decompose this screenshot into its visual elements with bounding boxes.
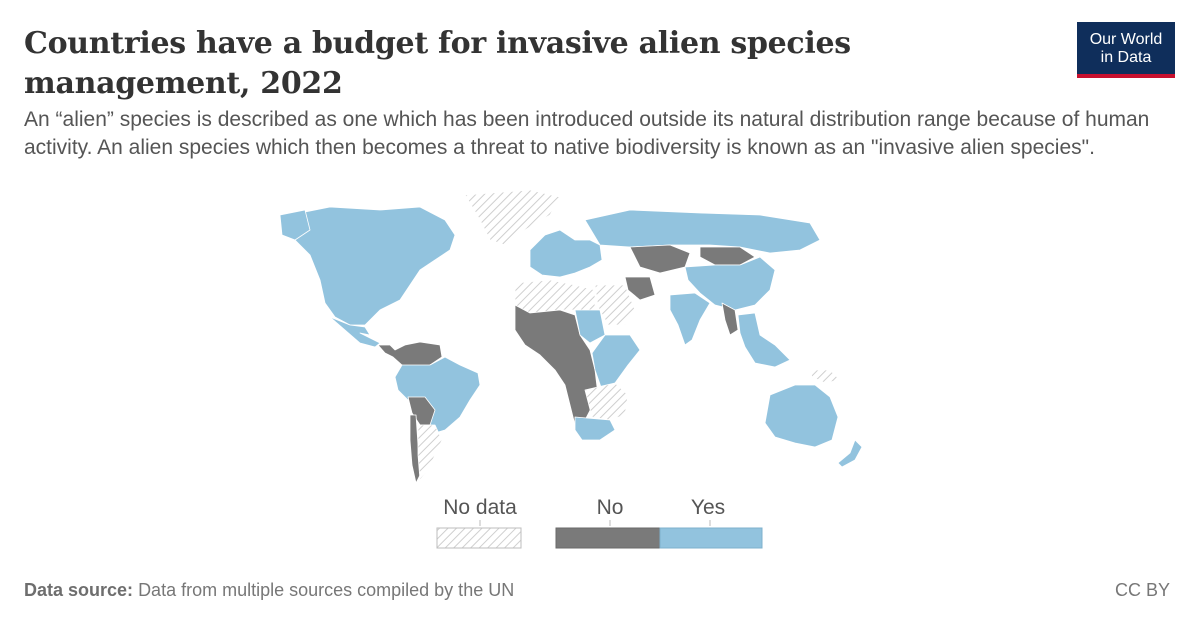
region-china[interactable] — [684, 256, 776, 311]
region-alaska[interactable] — [279, 209, 311, 241]
region-greenland[interactable] — [464, 189, 561, 246]
chart-title: Countries have a budget for invasive ali… — [24, 26, 851, 101]
legend-swatch-no-data[interactable] — [436, 527, 522, 549]
region-southeast-asia[interactable] — [737, 312, 791, 368]
map-legend: No data No Yes — [0, 490, 1200, 560]
region-central-america[interactable] — [377, 341, 443, 371]
region-north-america[interactable] — [284, 206, 456, 326]
legend-swatch-no[interactable] — [555, 527, 661, 549]
world-map-svg — [279, 189, 863, 484]
logo-line-1: Our World — [1089, 31, 1163, 48]
region-iran[interactable] — [624, 276, 656, 301]
region-mexico[interactable] — [329, 316, 381, 348]
region-southern-africa[interactable] — [584, 382, 629, 421]
region-saudi-arabia[interactable] — [594, 284, 636, 326]
data-source-text[interactable]: Data from multiple sources compiled by t… — [138, 580, 515, 600]
license[interactable]: CC BY — [1114, 580, 1170, 600]
region-kazakhstan[interactable] — [629, 244, 691, 274]
region-argentina[interactable] — [417, 424, 443, 481]
owid-logo[interactable]: Our World in Data — [1077, 22, 1175, 78]
legend-label-yes: Yes — [690, 496, 726, 519]
region-europe[interactable] — [529, 229, 603, 278]
region-chile[interactable] — [409, 414, 421, 484]
region-russia[interactable] — [584, 209, 821, 254]
chart-subtitle: An “alien” species is described as one w… — [24, 108, 1150, 159]
region-india[interactable] — [669, 292, 711, 346]
region-papua-new-guinea[interactable] — [809, 369, 841, 384]
region-brazil[interactable] — [394, 356, 481, 434]
region-south-africa[interactable] — [574, 416, 616, 441]
logo-line-2: in Data — [1100, 49, 1152, 66]
data-source-label: Data source: — [24, 580, 134, 600]
region-north-africa[interactable] — [514, 279, 596, 314]
region-myanmar[interactable] — [721, 302, 739, 336]
region-new-zealand[interactable] — [837, 439, 863, 468]
region-australia[interactable] — [764, 384, 839, 448]
world-map — [230, 185, 930, 485]
legend-swatch-yes[interactable] — [659, 527, 763, 549]
region-sudan[interactable] — [574, 309, 606, 344]
legend-swatches — [436, 520, 763, 549]
region-east-africa[interactable] — [591, 334, 641, 391]
legend-label-no: No — [596, 496, 624, 519]
legend-label-no-data: No data — [443, 496, 517, 519]
data-source: Data source: Data from multiple sources … — [24, 580, 514, 601]
